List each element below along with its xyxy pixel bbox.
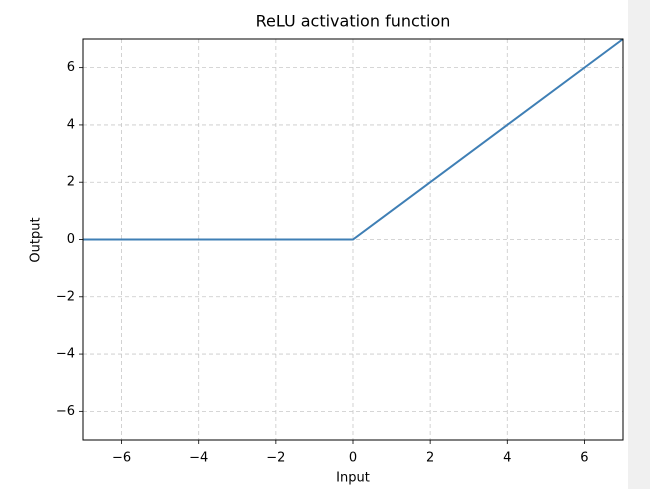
chart-title: ReLU activation function xyxy=(256,12,451,31)
y-tick-label: −2 xyxy=(56,289,75,304)
x-tick-label: 2 xyxy=(426,451,434,466)
x-tick-label: −2 xyxy=(266,451,285,466)
y-tick-label: 6 xyxy=(67,60,75,75)
y-tick-label: −6 xyxy=(56,404,75,419)
x-tick-label: 0 xyxy=(349,451,357,466)
scrollbar xyxy=(628,0,650,489)
line xyxy=(83,38,624,241)
x-tick-label: 6 xyxy=(580,451,588,466)
y-axis-label: Output xyxy=(29,217,44,262)
x-tick-label: −6 xyxy=(112,451,131,466)
y-tick-label: 2 xyxy=(67,175,75,190)
x-tick-label: 4 xyxy=(503,451,511,466)
y-tick-label: 0 xyxy=(67,232,75,247)
x-axis-label: Input xyxy=(336,471,370,486)
y-tick-label: 4 xyxy=(67,117,75,132)
plot-frame xyxy=(82,38,624,441)
y-tick-label: −4 xyxy=(56,347,75,362)
x-tick-label: −4 xyxy=(189,451,208,466)
